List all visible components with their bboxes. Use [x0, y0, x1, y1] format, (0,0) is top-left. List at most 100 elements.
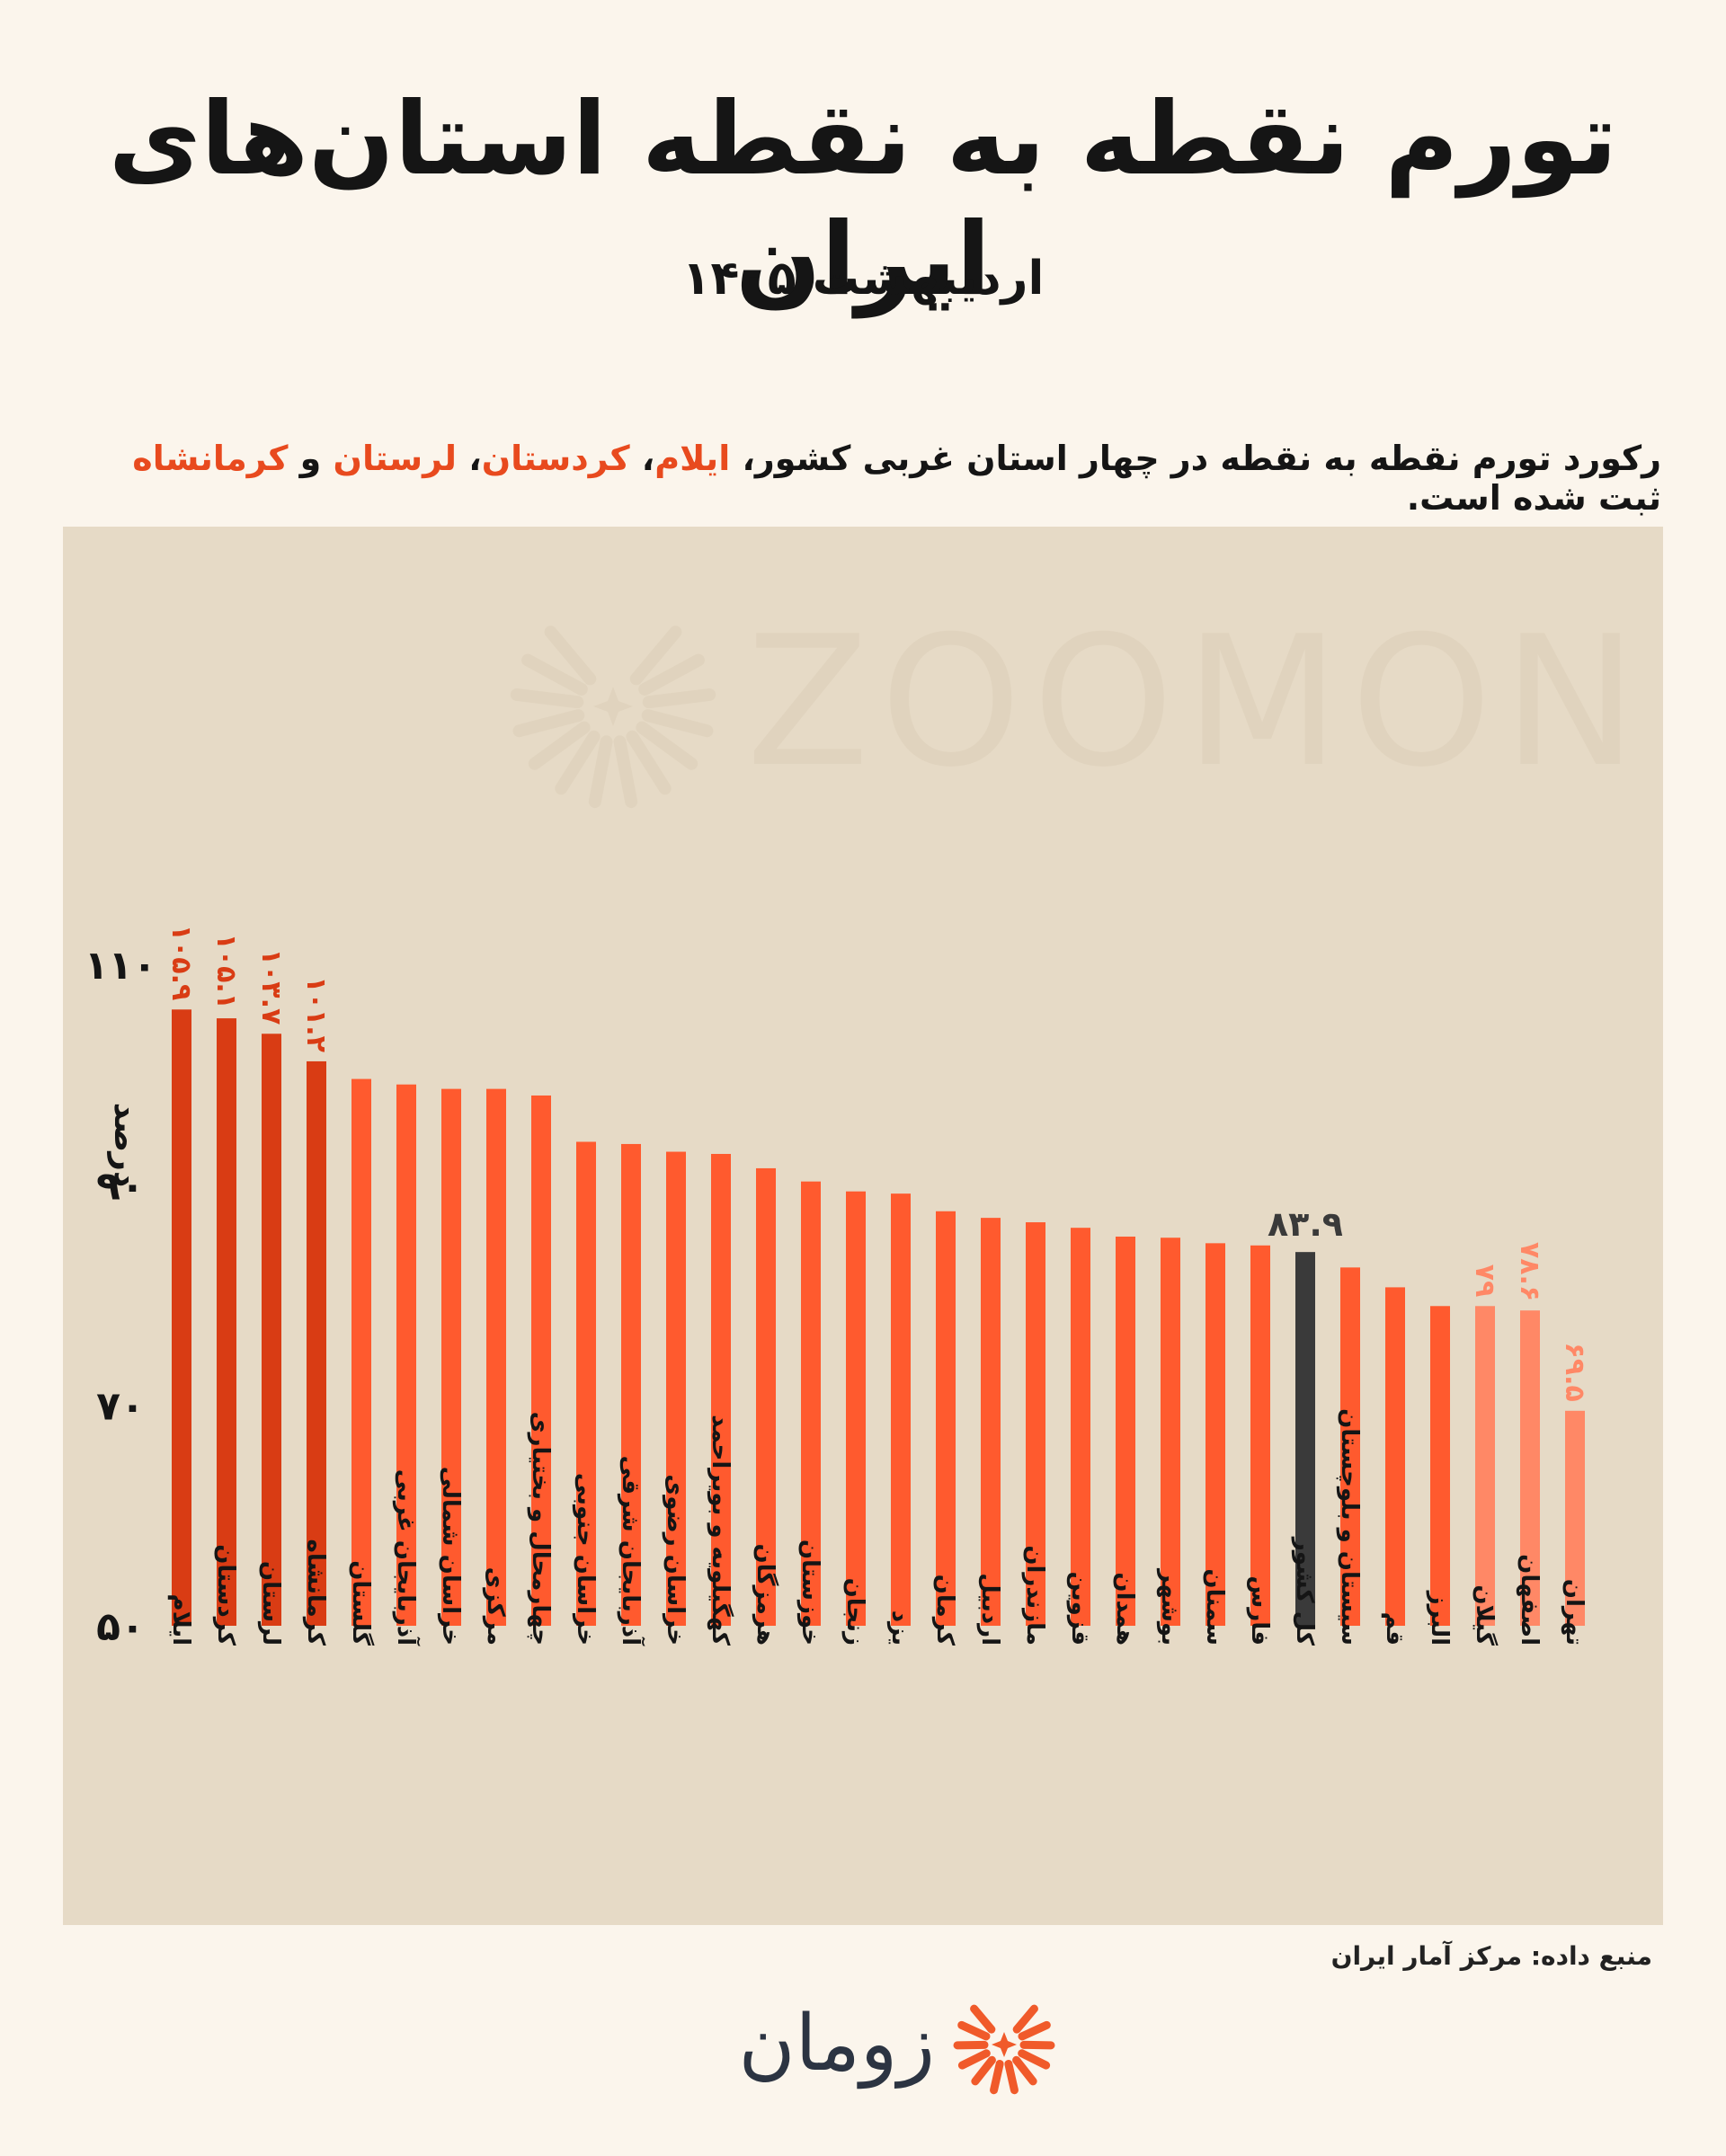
x-tick-label: سیستان و بلوچستان	[1336, 1408, 1363, 1646]
ray	[521, 653, 588, 696]
watermark-text: ZOOMON	[746, 598, 1648, 807]
lead-part1: رکورد تورم نقطه به نقطه در چهار استان غر…	[730, 439, 1661, 478]
x-axis-labels: ایلام کردستان لرستان کرمانشاه گلستان آذربایجا…	[167, 1408, 1588, 1646]
lead-part2: ثبت شده است.	[1406, 478, 1661, 518]
x-tick-label: کرمانشاه	[302, 1539, 329, 1646]
data-labels: ۱۰۵.۹ ۱۰۵.۱ ۱۰۳.۷ ۱۰۱.۲ ۸۳.۹ ۷۹ ۷۸.۶ ۶۹.۵	[165, 925, 1590, 1402]
ray	[613, 735, 638, 809]
x-tick-label: یزد	[886, 1610, 913, 1646]
bar	[351, 1078, 371, 1626]
bar	[891, 1193, 911, 1626]
source-note: منبع داده: مرکز آمار ایران	[1330, 1941, 1652, 1971]
data-label: ۱۰۳.۷	[255, 949, 287, 1025]
x-tick-label: کهگیلویه و بویراحمد	[707, 1415, 734, 1646]
bar	[441, 1088, 461, 1626]
bar	[396, 1084, 416, 1626]
ray	[636, 721, 698, 770]
bar	[666, 1151, 686, 1626]
bar-chart: ZOOMON ۵۰ ۷۰ ۹۰ ۱۱۰ درصد ایلام کردستان لرستان…	[85, 598, 1648, 1650]
ray	[528, 721, 591, 770]
bars	[172, 1009, 1585, 1626]
lead-highlight-kurdistan: کردستان	[481, 439, 630, 478]
bar	[531, 1095, 551, 1626]
data-label: ۸۳.۹	[1268, 1204, 1343, 1244]
bar	[1385, 1287, 1405, 1626]
ray	[1018, 2049, 1051, 2070]
x-tick-label: سمنان	[1201, 1568, 1228, 1646]
x-tick-label: کل کشور	[1291, 1536, 1318, 1646]
watermark-logo-icon	[510, 626, 716, 809]
page-subtitle: اردیبهشت ۱۴۰۵	[681, 252, 1045, 306]
data-label: ۷۸.۶	[1514, 1242, 1545, 1301]
ray	[510, 688, 584, 709]
data-label: ۱۰۱.۲	[300, 976, 332, 1052]
lead-sep1: ،	[629, 439, 655, 478]
ray	[1012, 2055, 1037, 2086]
bar	[981, 1218, 1001, 1626]
bar	[846, 1191, 866, 1626]
bar	[711, 1153, 731, 1626]
y-axis: ۵۰ ۷۰ ۹۰ ۱۱۰	[85, 943, 157, 1650]
ray	[638, 653, 705, 696]
brand-mark-icon	[953, 2004, 1055, 2095]
bar	[1071, 1228, 1090, 1626]
brand-name: زومان	[738, 1999, 936, 2089]
x-tick-label: اردبیل	[976, 1573, 1003, 1646]
x-tick-label: خراسان شمالی	[437, 1467, 464, 1646]
x-tick-label: آذربایجان شرقی	[617, 1456, 645, 1646]
ray	[626, 730, 672, 795]
bar	[172, 1009, 191, 1626]
x-tick-label: مازندران	[1021, 1545, 1048, 1646]
bar	[1520, 1310, 1540, 1626]
x-tick-label: کرمان	[931, 1575, 958, 1646]
ray	[957, 2020, 991, 2041]
bar	[801, 1181, 821, 1626]
x-tick-label: اصفهان	[1516, 1554, 1543, 1646]
x-tick-label: ایلام	[167, 1594, 194, 1646]
y-tick-label: ۱۱۰	[85, 943, 157, 989]
ray	[588, 735, 613, 809]
ray	[1012, 2004, 1038, 2034]
ray	[642, 688, 716, 709]
x-tick-label: کردستان	[212, 1544, 239, 1646]
ray	[512, 709, 585, 738]
y-axis-label: درصد	[107, 1103, 144, 1188]
lead-sep3: و	[288, 439, 334, 478]
bar	[262, 1034, 281, 1626]
watermark: ZOOMON	[510, 598, 1648, 809]
ray	[641, 709, 714, 738]
ray	[629, 626, 682, 686]
bar	[756, 1167, 776, 1626]
bar	[1026, 1222, 1045, 1626]
ray	[990, 2059, 1004, 2095]
ray	[971, 2055, 996, 2086]
data-label: ۷۹	[1469, 1264, 1500, 1298]
brand-logo: زومان	[665, 1986, 1061, 2103]
x-tick-label: خوزستان	[796, 1539, 823, 1646]
bar	[576, 1141, 596, 1626]
lead-text: رکورد تورم نقطه به نقطه در چهار استان غر…	[61, 439, 1661, 518]
x-tick-label: چهارمحال و بختیاری	[527, 1412, 554, 1646]
ray	[957, 2049, 991, 2070]
lead-sep2: ،	[457, 439, 482, 478]
bar	[1206, 1243, 1225, 1626]
x-tick-label: خراسان رضوی	[662, 1474, 689, 1646]
x-tick-label: زنجان	[841, 1578, 868, 1646]
bar	[486, 1088, 506, 1626]
bar	[1475, 1306, 1495, 1626]
x-tick-label: بوشهر	[1156, 1567, 1183, 1646]
x-tick-label: البرز	[1426, 1590, 1453, 1646]
x-tick-label: آذربایجان غربی	[392, 1469, 421, 1646]
bar	[621, 1143, 641, 1626]
bar	[1430, 1306, 1450, 1626]
bar	[1565, 1410, 1585, 1626]
ray	[1004, 2059, 1019, 2095]
bar	[1116, 1236, 1135, 1626]
lead-highlight-kermanshah: کرمانشاه	[132, 439, 289, 478]
x-tick-label: همدان	[1111, 1572, 1138, 1646]
x-tick-label: قم	[1381, 1612, 1408, 1646]
bar	[307, 1060, 326, 1626]
bar	[1295, 1252, 1315, 1626]
ray	[544, 626, 597, 686]
ray	[970, 2004, 996, 2034]
